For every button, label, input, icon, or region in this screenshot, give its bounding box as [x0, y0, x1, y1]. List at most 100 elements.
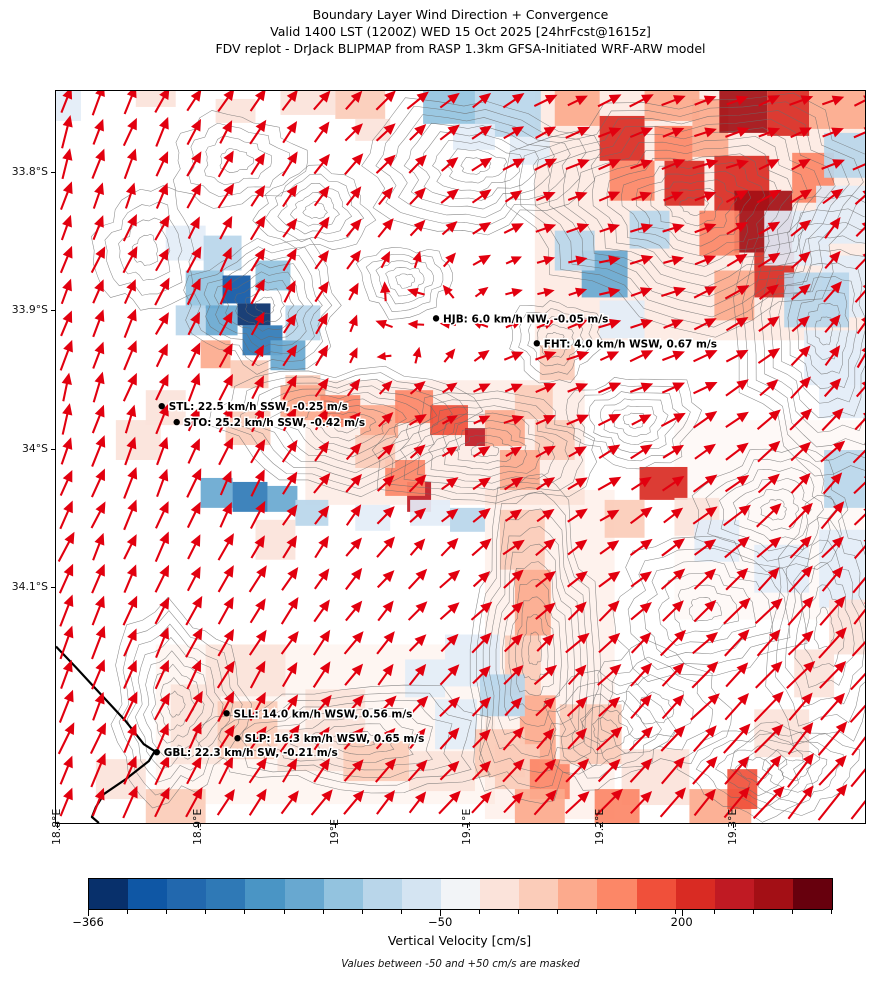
wind-arrow — [630, 790, 653, 815]
colorbar-segment — [675, 879, 715, 909]
wind-arrow — [502, 539, 525, 556]
wind-arrow — [820, 692, 845, 721]
wind-arrow — [787, 596, 814, 626]
wind-arrow — [281, 504, 298, 526]
wind-arrow — [692, 756, 718, 785]
wind-arrow — [408, 413, 427, 426]
wind-arrow — [599, 223, 621, 234]
wind-arrow — [853, 539, 865, 560]
wind-arrow — [599, 509, 620, 522]
terrain-contour — [742, 208, 865, 462]
wind-arrow — [154, 312, 169, 335]
wind-arrow — [725, 411, 749, 428]
wind-arrow — [817, 784, 848, 821]
x-tick-mark — [198, 824, 199, 828]
wind-arrow — [849, 704, 865, 723]
wind-arrow — [343, 789, 365, 815]
wind-arrow — [473, 445, 491, 458]
wind-arrow — [759, 284, 779, 300]
wind-arrow — [441, 446, 458, 458]
wind-arrow — [598, 444, 621, 459]
wind-arrow — [821, 159, 845, 170]
wind-arrow — [567, 477, 588, 491]
wind-arrow — [472, 92, 492, 109]
wind-arrow — [439, 602, 460, 621]
wind-arrow — [124, 436, 137, 466]
wind-arrow — [219, 215, 233, 240]
x-tick-mark — [467, 824, 468, 828]
wind-arrow — [281, 662, 298, 688]
colorbar-segment — [519, 879, 559, 909]
wind-arrow — [155, 116, 169, 147]
wind-arrow — [282, 120, 298, 144]
wind-arrow — [787, 722, 814, 755]
wind-arrow — [314, 250, 329, 270]
wind-arrow — [662, 127, 685, 138]
wind-arrow — [281, 151, 298, 177]
wind-arrow — [567, 383, 589, 393]
wind-arrow — [409, 507, 427, 523]
wind-arrow — [408, 474, 427, 493]
wind-arrow — [819, 661, 847, 689]
y-tick-label: 33.9°S — [11, 303, 48, 316]
wind-arrow — [661, 694, 685, 720]
wind-arrow — [504, 697, 523, 717]
colorbar-minor-tick — [596, 910, 598, 914]
wind-arrow — [824, 216, 841, 239]
wind-arrow — [61, 115, 73, 149]
wind-arrow — [314, 408, 329, 431]
wind-arrow — [155, 374, 169, 401]
terrain-contour — [195, 684, 492, 794]
terrain-contour — [732, 477, 812, 541]
wind-arrow — [724, 536, 750, 559]
wind-arrow — [471, 320, 489, 329]
wind-arrow — [566, 696, 588, 717]
wind-arrow — [123, 467, 138, 499]
wind-arrow — [723, 504, 752, 527]
wind-arrow — [759, 379, 779, 397]
wind-arrow — [313, 216, 330, 240]
colorbar-segment — [323, 879, 363, 909]
wind-arrow — [250, 311, 265, 336]
wind-arrow — [248, 788, 267, 816]
wind-arrow — [790, 345, 811, 367]
terrain-contour — [658, 572, 757, 646]
wind-arrow — [440, 633, 459, 653]
terrain-contour — [617, 674, 694, 739]
wind-arrow — [282, 313, 297, 334]
colorbar-segment — [362, 879, 402, 909]
wind-arrow — [412, 346, 422, 364]
wind-arrow — [218, 343, 233, 368]
wind-arrow — [217, 628, 235, 657]
wind-arrow — [376, 475, 395, 492]
wind-arrow — [473, 350, 490, 362]
wind-arrow — [599, 351, 620, 362]
terrain-contour — [765, 494, 865, 746]
wind-arrow — [598, 600, 620, 622]
terrain-contour — [289, 192, 340, 227]
x-tick-label-text: 19.1°E — [460, 809, 473, 845]
wind-arrow — [375, 758, 397, 783]
wind-arrow — [472, 665, 491, 685]
wind-arrow — [92, 341, 105, 369]
wind-arrow — [375, 319, 393, 329]
wind-arrow — [790, 283, 811, 301]
wind-arrow — [376, 789, 395, 815]
wind-arrow — [407, 601, 428, 621]
terrain-contour — [214, 263, 314, 349]
wind-arrow — [535, 126, 557, 139]
wind-arrow — [280, 790, 299, 815]
x-tick-label-text: 19.3°E — [726, 809, 739, 845]
x-tick-label: 18.9°E — [191, 809, 205, 881]
wind-arrow — [818, 755, 847, 786]
wind-arrow — [726, 253, 748, 267]
wind-arrow — [756, 189, 782, 204]
wind-arrow — [758, 159, 780, 171]
convergence-cell — [464, 428, 487, 447]
wind-arrow — [439, 92, 460, 109]
wind-arrow — [59, 755, 73, 785]
convergence-cell — [824, 132, 865, 178]
wind-arrow — [91, 404, 105, 434]
convergence-cell — [450, 507, 485, 532]
wind-arrow — [57, 722, 75, 755]
